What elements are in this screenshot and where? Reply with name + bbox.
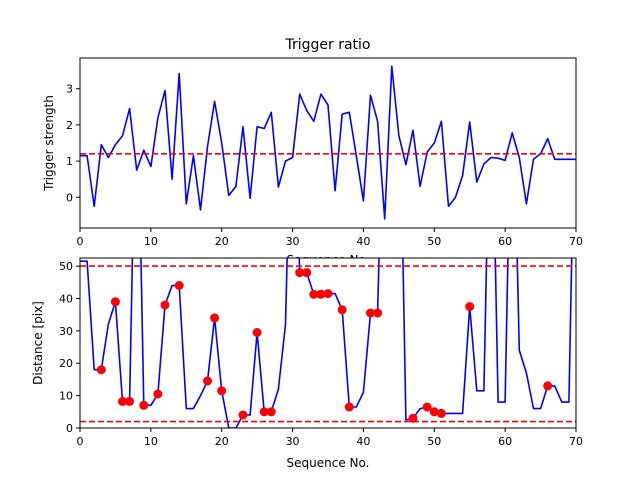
y-axis-label: Distance [pix] bbox=[31, 301, 45, 385]
axes-frame bbox=[79, 257, 577, 429]
plot-area bbox=[80, 258, 576, 428]
chart-title: Trigger ratio bbox=[284, 37, 370, 53]
y-tick-label: 40 bbox=[59, 292, 73, 305]
x-tick-label: 20 bbox=[215, 435, 229, 448]
data-point bbox=[125, 396, 135, 406]
data-point bbox=[373, 308, 383, 318]
y-tick-label: 3 bbox=[66, 83, 73, 96]
series-line bbox=[80, 65, 576, 220]
y-tick-label: 1 bbox=[66, 155, 73, 168]
y-tick-label: 20 bbox=[59, 357, 73, 370]
axis-ticks: 0 10 20 30 40 50 60 70 0 10 20 30 40 50 bbox=[59, 260, 583, 448]
data-point bbox=[139, 400, 149, 410]
data-point bbox=[266, 407, 276, 417]
data-point bbox=[259, 407, 269, 417]
data-point bbox=[344, 402, 354, 412]
x-tick-label: 30 bbox=[286, 435, 300, 448]
y-tick-label: 30 bbox=[59, 325, 73, 338]
data-point bbox=[153, 389, 163, 399]
data-point bbox=[110, 297, 120, 307]
x-tick-label: 70 bbox=[569, 435, 583, 448]
x-tick-label: 10 bbox=[144, 235, 158, 248]
axes-frame bbox=[79, 57, 577, 229]
y-tick-label: 2 bbox=[66, 119, 73, 132]
axis-ticks: 0 10 20 30 40 50 60 70 0 1 2 3 bbox=[66, 83, 583, 248]
data-point bbox=[238, 410, 248, 420]
y-tick-label: 0 bbox=[66, 191, 73, 204]
data-point bbox=[295, 268, 305, 278]
data-point bbox=[160, 300, 170, 310]
data-point bbox=[323, 289, 333, 299]
data-point bbox=[96, 365, 106, 375]
data-point bbox=[203, 376, 212, 386]
data-point bbox=[118, 396, 127, 406]
x-tick-label: 50 bbox=[427, 235, 441, 248]
data-point bbox=[174, 281, 184, 290]
data-point bbox=[217, 386, 227, 396]
y-axis-label: Trigger strength bbox=[42, 95, 56, 192]
x-tick-label: 0 bbox=[77, 435, 84, 448]
data-point bbox=[210, 313, 220, 323]
x-tick-label: 60 bbox=[498, 235, 512, 248]
data-point bbox=[252, 328, 262, 337]
data-point bbox=[366, 308, 375, 318]
x-tick-label: 50 bbox=[427, 435, 441, 448]
data-point bbox=[543, 381, 553, 391]
data-point bbox=[422, 402, 432, 412]
data-point bbox=[465, 302, 475, 312]
data-point bbox=[436, 408, 446, 418]
plot-area bbox=[80, 65, 576, 220]
data-point bbox=[337, 305, 347, 315]
data-point bbox=[302, 268, 312, 278]
x-tick-label: 0 bbox=[77, 235, 84, 248]
x-tick-label: 20 bbox=[215, 235, 229, 248]
data-point bbox=[309, 289, 319, 299]
x-axis-label: Sequence No. bbox=[287, 456, 370, 470]
y-tick-label: 0 bbox=[66, 422, 73, 435]
y-tick-label: 10 bbox=[59, 390, 73, 403]
x-tick-label: 40 bbox=[356, 435, 370, 448]
x-tick-label: 10 bbox=[144, 435, 158, 448]
x-tick-label: 60 bbox=[498, 435, 512, 448]
x-tick-label: 30 bbox=[286, 235, 300, 248]
data-point bbox=[408, 413, 418, 423]
data-point bbox=[429, 407, 439, 417]
x-tick-label: 70 bbox=[569, 235, 583, 248]
x-tick-label: 40 bbox=[356, 235, 370, 248]
data-point bbox=[316, 289, 326, 299]
y-tick-label: 50 bbox=[59, 260, 73, 273]
